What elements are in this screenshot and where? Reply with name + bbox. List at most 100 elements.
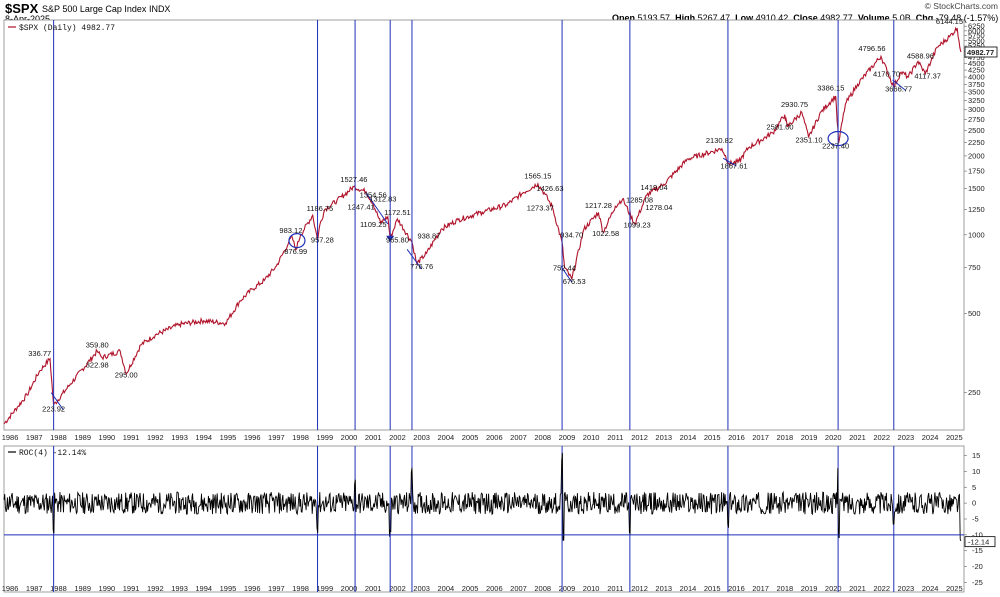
price-annotation-label: 1273.37 — [527, 203, 554, 212]
price-ytick-label: 500 — [968, 309, 981, 318]
price-annotation-label: 2130.82 — [706, 136, 733, 145]
price-xtick-label: 1987 — [26, 433, 43, 442]
price-annotation-label: 965.80 — [386, 235, 409, 244]
roc-xtick-label: 2025 — [946, 584, 963, 593]
price-xtick-label: 1995 — [220, 433, 237, 442]
price-annotation-label: 2351.10 — [795, 135, 822, 144]
price-xtick-label: 1990 — [99, 433, 116, 442]
ohlc-readout: Open 5193.57 High 5267.47 Low 4910.42 Cl… — [612, 13, 1000, 23]
roc-xtick-label: 2012 — [631, 584, 648, 593]
marker-triangle-2001 — [386, 235, 395, 242]
high-label: High — [675, 13, 696, 23]
chg-value: -79.48 (-1.57%) — [935, 13, 999, 23]
roc-xtick-label: 1992 — [147, 584, 164, 593]
highlight-circle-2020 — [827, 130, 849, 147]
price-xtick-label: 2003 — [413, 433, 430, 442]
stockcharts-copyright: © StockCharts.com — [924, 1, 998, 11]
roc-ytick-label: -20 — [972, 562, 983, 571]
price-annotation-label: 1527.46 — [340, 175, 367, 184]
roc-xtick-label: 2008 — [534, 584, 551, 593]
roc-xtick-label: 1990 — [99, 584, 116, 593]
roc-xtick-label: 2006 — [486, 584, 503, 593]
price-ytick-label: 3750 — [968, 80, 985, 89]
price-xtick-label: 2012 — [631, 433, 648, 442]
roc-xtick-label: 2013 — [655, 584, 672, 593]
roc-ytick-label: 0 — [972, 499, 976, 508]
price-ytick-label: 6000 — [968, 26, 985, 35]
price-annotation-label: 1426.63 — [536, 184, 563, 193]
roc-xtick-label: 1997 — [268, 584, 285, 593]
roc-xtick-label: 2011 — [607, 584, 623, 593]
price-xtick-label: 2015 — [704, 433, 721, 442]
price-annotation-label: 1099.23 — [624, 221, 651, 230]
price-ytick-label: 6250 — [968, 22, 985, 31]
price-xtick-label: 2007 — [510, 433, 527, 442]
highlight-circle-1998 — [288, 233, 306, 249]
price-xtick-label: 2019 — [801, 433, 818, 442]
price-xtick-label: 2002 — [389, 433, 406, 442]
price-ytick-label: 2750 — [968, 115, 985, 124]
open-label: Open — [612, 13, 636, 23]
price-annotation-label: 1247.41 — [348, 202, 375, 211]
roc-ytick-label: -25 — [972, 578, 983, 587]
price-annotation-label: 3386.15 — [817, 83, 844, 92]
price-annotation-label: 1022.58 — [592, 229, 619, 238]
price-annotation-label: 1867.61 — [720, 162, 747, 171]
roc-ytick-label: 5 — [972, 483, 976, 492]
price-xtick-label: 2009 — [559, 433, 576, 442]
price-xtick-label: 2010 — [583, 433, 600, 442]
price-annotation-label: 676.53 — [563, 277, 586, 286]
price-ytick-label: 2500 — [968, 126, 985, 135]
close-value: 4982.77 — [820, 13, 853, 23]
price-xtick-label: 2025 — [946, 433, 963, 442]
price-ytick-label: 750 — [968, 263, 981, 272]
roc-ytick-label: 15 — [972, 451, 980, 460]
roc-xtick-label: 2003 — [413, 584, 430, 593]
price-annotation-label: 1565.15 — [524, 171, 551, 180]
price-xtick-label: 1994 — [195, 433, 212, 442]
price-annotation-label: 938.87 — [417, 231, 440, 240]
price-ytick-label: 1750 — [968, 167, 985, 176]
price-xtick-label: 2005 — [462, 433, 479, 442]
roc-last-value-box — [964, 536, 996, 548]
roc-xtick-label: 2000 — [341, 584, 358, 593]
price-ytick-label: 250 — [968, 388, 981, 397]
price-xtick-label: 1986 — [2, 433, 19, 442]
price-annotation-label: 2930.75 — [781, 100, 808, 109]
price-annotation-label: 4588.96 — [907, 52, 934, 61]
price-ytick-label: 3500 — [968, 88, 985, 97]
price-xtick-label: 2022 — [873, 433, 890, 442]
low-value: 4910.42 — [755, 13, 789, 23]
price-ytick-label: 3000 — [968, 105, 985, 114]
price-annotation-label: 1186.75 — [307, 204, 334, 213]
price-ytick-label: 1000 — [968, 230, 985, 239]
price-xtick-label: 1992 — [147, 433, 164, 442]
roc-xtick-label: 2021 — [849, 584, 866, 593]
roc-xtick-label: 2018 — [776, 584, 793, 593]
price-annotation-label: 957.28 — [311, 235, 334, 244]
roc-xtick-label: 1987 — [26, 584, 43, 593]
price-annotation-label: 223.92 — [42, 404, 65, 413]
roc-xtick-label: 2024 — [922, 584, 939, 593]
roc-xtick-label: 1991 — [123, 584, 140, 593]
roc-xtick-label: 2015 — [704, 584, 721, 593]
price-ytick-label: 5500 — [968, 36, 985, 45]
price-annotation-label: 1217.28 — [585, 201, 612, 210]
price-annotation-label: 4117.37 — [914, 71, 941, 80]
index-name: S&P 500 Large Cap Index INDX — [42, 4, 170, 14]
ticker-symbol: $SPX — [5, 1, 39, 16]
price-xtick-label: 1999 — [316, 433, 333, 442]
price-annotation-label: 3666.77 — [885, 85, 912, 94]
price-ytick-label: 3250 — [968, 96, 985, 105]
roc-ytick-label: -15 — [972, 546, 983, 555]
low-label: Low — [735, 13, 754, 23]
spx-price-line — [3, 26, 962, 425]
price-legend-label: $SPX (Daily) 4982.77 — [19, 24, 115, 33]
chart-date: 8-Apr-2025 — [5, 14, 51, 24]
open-value: 5193.57 — [637, 13, 671, 23]
price-annotation-label: 336.77 — [28, 349, 51, 358]
volume-label: Volume — [857, 13, 890, 23]
price-annotation-label: 1278.04 — [645, 203, 672, 212]
price-xtick-label: 2000 — [341, 433, 358, 442]
price-annotation-label: 983.12 — [279, 226, 302, 235]
